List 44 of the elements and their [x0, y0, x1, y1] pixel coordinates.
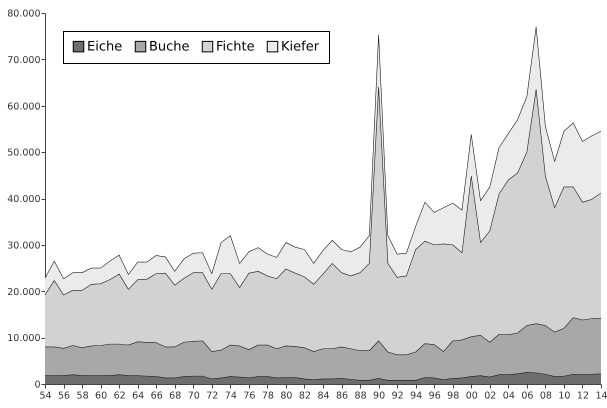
x-tick-label: 56 — [58, 390, 70, 402]
legend-label: Kiefer — [281, 40, 320, 55]
x-tick-label: 86 — [336, 390, 348, 402]
x-tick-label: 64 — [132, 390, 144, 402]
y-tick-label: 10.000 — [7, 333, 40, 344]
y-tick-label: 30.000 — [7, 240, 40, 252]
x-tick-label: 84 — [317, 390, 330, 402]
x-tick-label: 60 — [95, 390, 108, 402]
x-tick-label: 98 — [447, 390, 460, 402]
x-tick-label: 06 — [521, 390, 534, 402]
x-tick-label: 82 — [298, 390, 312, 402]
x-tick-label: 88 — [354, 390, 367, 402]
x-tick-label: 08 — [540, 390, 552, 402]
y-tick-label: 60.000 — [7, 101, 40, 112]
y-tick-label: 70.000 — [7, 54, 40, 66]
x-tick-label: 04 — [502, 390, 515, 402]
x-tick-label: 96 — [428, 390, 441, 402]
legend-label: Buche — [149, 40, 190, 55]
y-tick-label: 0 — [34, 380, 40, 390]
x-tick-label: 68 — [169, 390, 182, 402]
x-tick-label: 54 — [39, 390, 52, 402]
x-tick-label: 72 — [206, 390, 218, 402]
x-tick-label: 66 — [150, 390, 163, 402]
x-tick-label: 58 — [76, 390, 89, 402]
x-tick-label: 12 — [576, 390, 590, 402]
x-tick-label: 94 — [410, 390, 422, 402]
x-tick-label: 10 — [558, 390, 570, 402]
x-tick-label: 78 — [262, 390, 274, 402]
legend-label: Fichte — [216, 40, 255, 55]
x-tick-label: 62 — [114, 390, 126, 402]
y-tick-label: 20.000 — [7, 286, 40, 298]
x-tick-label: 02 — [484, 390, 496, 402]
x-tick-label: 92 — [392, 390, 404, 402]
x-tick-label: 00 — [466, 390, 478, 402]
x-tick-label: 80 — [280, 390, 292, 402]
y-tick-label: 80.000 — [7, 8, 40, 20]
y-tick-label: 50.000 — [7, 148, 40, 159]
x-tick-label: 14 — [595, 390, 607, 402]
x-tick-label: 74 — [224, 390, 237, 402]
x-tick-label: 70 — [188, 390, 200, 402]
y-tick-label: 40.000 — [7, 194, 40, 205]
x-tick-label: 76 — [243, 390, 256, 402]
x-tick-label: 90 — [373, 390, 386, 402]
legend-label: Eiche — [87, 40, 122, 55]
